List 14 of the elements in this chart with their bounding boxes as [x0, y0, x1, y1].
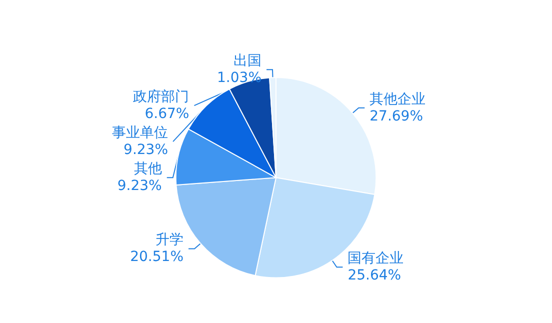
slice-label: 出国 [234, 53, 262, 70]
data-label: 1.03% [217, 70, 262, 86]
slice-label: 政府部门 [133, 89, 190, 106]
data-label: 20.51% [130, 249, 184, 266]
slice-label: 升学 [156, 232, 184, 248]
data-label: 9.23% [117, 178, 162, 194]
slice-label: 其他 [134, 161, 162, 178]
data-label: 25.64% [348, 268, 402, 284]
slice-label: 事业单位 [112, 125, 168, 142]
slice-label: 其他企业 [370, 91, 426, 108]
data-label: 27.69% [370, 108, 424, 124]
data-label: 6.67% [144, 106, 190, 122]
data-label: 9.23% [124, 142, 168, 158]
slice-label: 国有企业 [348, 250, 404, 267]
